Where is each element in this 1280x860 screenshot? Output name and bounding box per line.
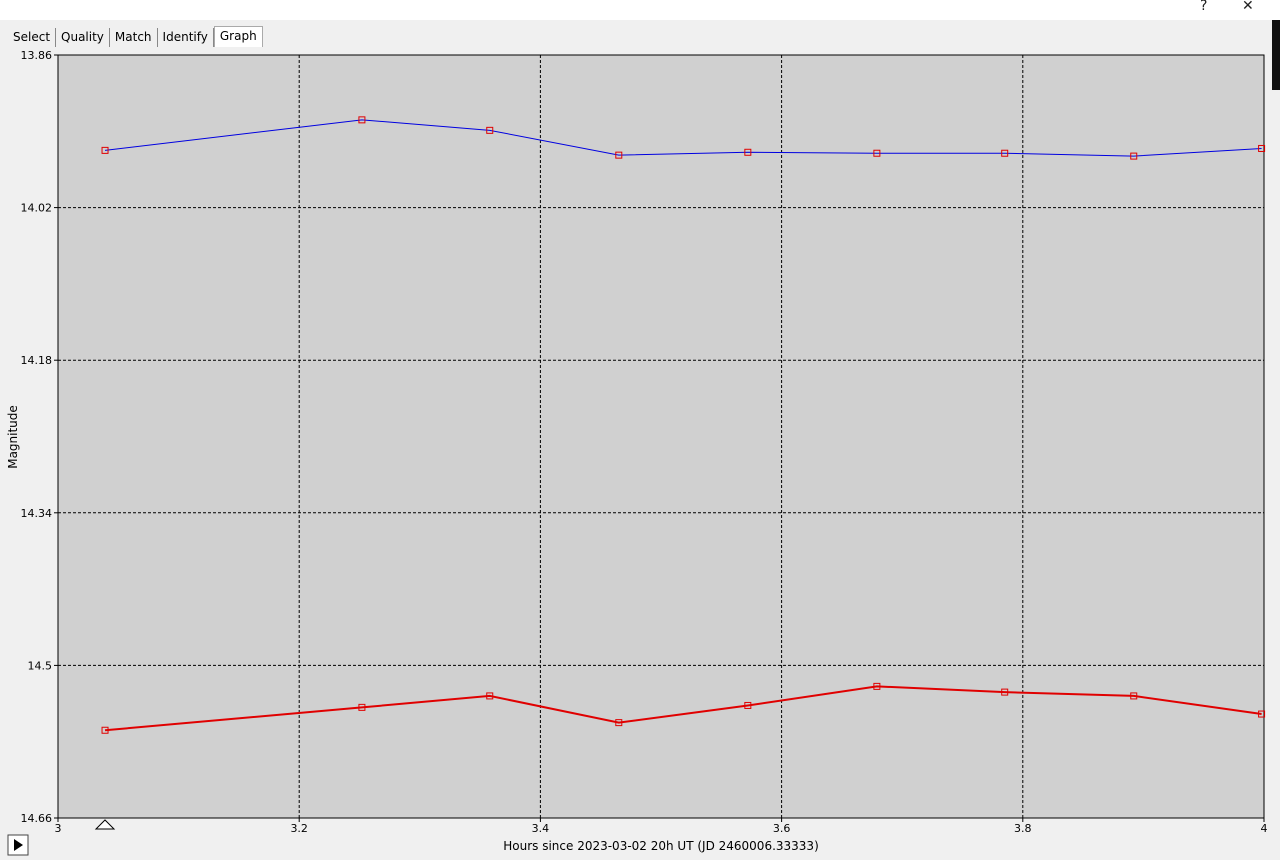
y-axis-label: Magnitude xyxy=(6,405,20,469)
data-point xyxy=(873,149,881,157)
y-tick-label: 14.18 xyxy=(21,354,53,367)
data-point xyxy=(101,726,109,734)
x-tick-label: 3.6 xyxy=(773,822,791,835)
tab[interactable]: Graph xyxy=(213,26,263,47)
x-tick-label: 3.2 xyxy=(290,822,308,835)
x-tick-label: 3.4 xyxy=(532,822,550,835)
data-point xyxy=(615,151,623,159)
y-tick-label: 14.02 xyxy=(21,202,53,215)
marker-triangle xyxy=(94,819,116,830)
tab-bar: Select Quality Match Identify Graph xyxy=(8,26,263,47)
data-point xyxy=(873,682,881,690)
data-point xyxy=(1130,692,1138,700)
y-tick-label: 13.86 xyxy=(21,49,53,62)
data-point xyxy=(744,701,752,709)
data-point xyxy=(486,126,494,134)
play-icon xyxy=(14,839,23,851)
x-tick-label: 4 xyxy=(1261,822,1268,835)
data-point xyxy=(358,116,366,124)
data-point xyxy=(1258,144,1266,152)
tab[interactable]: Select xyxy=(8,28,57,47)
tab[interactable]: Quality xyxy=(56,28,110,47)
plot-area xyxy=(57,54,1265,819)
scrollbar-edge xyxy=(1272,20,1280,90)
y-tick-label: 14.34 xyxy=(21,507,53,520)
help-button[interactable]: ? xyxy=(1200,0,1208,14)
data-point xyxy=(101,146,109,154)
data-point xyxy=(1001,688,1009,696)
data-point xyxy=(1130,152,1138,160)
series-line xyxy=(104,119,1262,157)
title-bar: ? ✕ xyxy=(0,0,1280,20)
data-point xyxy=(1001,149,1009,157)
tab[interactable]: Identify xyxy=(157,28,214,47)
x-tick-label: 3.8 xyxy=(1014,822,1032,835)
data-point xyxy=(744,148,752,156)
tab[interactable]: Match xyxy=(109,28,158,47)
data-point xyxy=(358,703,366,711)
x-tick-label: 3 xyxy=(55,822,62,835)
data-point xyxy=(615,719,623,727)
x-axis-label: Hours since 2023-03-02 20h UT (JD 246000… xyxy=(503,839,819,853)
data-point xyxy=(486,692,494,700)
series-line xyxy=(104,685,1262,732)
y-tick-label: 14.66 xyxy=(21,812,53,825)
data-point xyxy=(1258,710,1266,718)
y-tick-label: 14.5 xyxy=(28,659,53,672)
close-button[interactable]: ✕ xyxy=(1242,0,1254,14)
